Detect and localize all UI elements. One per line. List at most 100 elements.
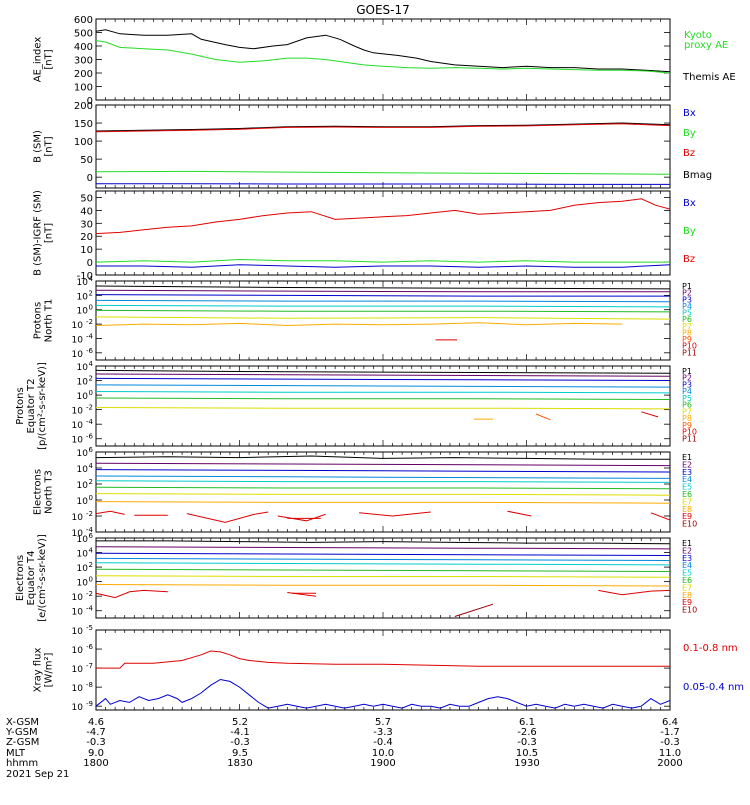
y-tick-label: 10 xyxy=(77,564,89,574)
legend-entry: E1 xyxy=(682,453,692,462)
legend-entry: E9 xyxy=(682,512,692,521)
y-tick-label: 10 xyxy=(80,245,93,256)
y-tick-exponent: -4 xyxy=(86,605,94,613)
y-axis-label: Equator T2 xyxy=(26,379,37,434)
legend-entry: E7 xyxy=(682,497,692,506)
y-axis-label: [W/m²] xyxy=(44,652,55,687)
series-line-p5 xyxy=(96,304,670,308)
y-tick-label: 10 xyxy=(72,321,84,331)
y-tick-label: 10 xyxy=(77,449,89,459)
y-tick-exponent: 6 xyxy=(89,446,94,454)
x-axis-row-label: MLT xyxy=(6,748,26,759)
y-tick-exponent: -2 xyxy=(86,404,93,412)
series-line-e7 xyxy=(96,575,670,578)
y-tick-exponent: -9 xyxy=(86,700,93,708)
x-axis-value: -0.3 xyxy=(86,737,106,748)
x-axis-value: -1.7 xyxy=(660,727,680,738)
series-group xyxy=(96,29,670,74)
series-group xyxy=(96,198,670,268)
legend-entry: Bx xyxy=(683,198,696,209)
series-line-p2 xyxy=(96,289,670,293)
series-line-bz xyxy=(96,198,670,235)
plot-title: GOES-17 xyxy=(356,3,410,17)
series-line-e6 xyxy=(96,486,670,490)
y-axis-label: [nT] xyxy=(44,136,55,156)
series-line-p4 xyxy=(96,384,670,388)
legend-entry: P6 xyxy=(682,401,692,410)
legend-entry: E7 xyxy=(682,583,692,592)
legend-entry: 0.1-0.8 nm xyxy=(683,643,738,654)
y-tick-exponent: 0 xyxy=(89,576,93,584)
y-tick-exponent: 4 xyxy=(89,360,94,368)
y-tick-label: 100 xyxy=(74,137,93,148)
y-tick-exponent: -6 xyxy=(86,433,94,441)
legend-entry: P1 xyxy=(682,367,692,376)
x-axis-value: 10.5 xyxy=(516,748,538,759)
series-line-by xyxy=(96,170,670,175)
series-line-bz xyxy=(96,123,670,133)
y-tick-exponent: 0 xyxy=(89,494,93,502)
legend-entry: P2 xyxy=(682,374,692,383)
y-tick-label: 10 xyxy=(77,465,89,475)
legend-entry: P10 xyxy=(682,342,697,351)
legend-entry: P8 xyxy=(682,328,692,337)
legend-entry: P4 xyxy=(682,302,692,311)
x-axis-value: 1930 xyxy=(514,758,539,769)
legend-entry: E6 xyxy=(682,490,692,499)
y-tick-label: 10 xyxy=(77,579,89,589)
y-tick-label: 400 xyxy=(74,42,93,53)
series-line-e9g xyxy=(507,510,532,517)
y-axis-label: [nT] xyxy=(44,49,55,69)
legend-entry: P10 xyxy=(682,428,697,437)
y-tick-exponent: -4 xyxy=(86,332,94,340)
x-axis-value: -4.7 xyxy=(86,727,106,738)
series-line-e9c xyxy=(186,511,269,523)
y-tick-label: 20 xyxy=(80,232,93,243)
series-line-0-1-0-8-nm xyxy=(96,650,670,669)
series-line-e4 xyxy=(96,557,670,561)
x-axis-value: -2.6 xyxy=(517,727,537,738)
series-group xyxy=(96,285,670,341)
series-group xyxy=(96,369,670,421)
y-tick-label: 200 xyxy=(74,101,93,112)
series-line-p6 xyxy=(96,397,670,400)
series-line-p2 xyxy=(96,373,670,377)
series-line-p7 xyxy=(96,316,670,320)
legend-entry: P1 xyxy=(682,282,692,291)
y-tick-label: 10 xyxy=(72,703,84,713)
panel-frame xyxy=(95,365,671,447)
y-tick-label: 10 xyxy=(77,392,89,402)
y-tick-exponent: -2 xyxy=(86,318,93,326)
y-tick-exponent: -6 xyxy=(86,643,94,651)
legend-entry: E8 xyxy=(682,591,692,600)
series-line-e5 xyxy=(96,480,670,483)
series-line-p9 xyxy=(535,413,551,421)
y-tick-exponent: 6 xyxy=(89,532,94,540)
y-tick-exponent: 4 xyxy=(89,275,94,283)
x-axis-value: 5.2 xyxy=(232,717,248,728)
x-axis-value: -3.3 xyxy=(373,727,393,738)
legend-entry: E10 xyxy=(682,606,697,615)
legend-entry: P9 xyxy=(682,335,692,344)
legend-entry: E2 xyxy=(682,460,692,469)
series-line-e7 xyxy=(96,493,670,496)
legend-entry: P7 xyxy=(682,322,692,331)
y-tick-exponent: 0 xyxy=(89,304,93,312)
series-line-bx xyxy=(96,183,670,185)
series-line-p3 xyxy=(96,377,670,381)
legend-entry: E10 xyxy=(682,520,697,529)
y-tick-label: 200 xyxy=(74,69,93,80)
panel-frame xyxy=(95,104,671,189)
x-axis-value: 9.0 xyxy=(88,748,104,759)
x-axis-value: -0.3 xyxy=(517,737,537,748)
x-axis-value: -0.4 xyxy=(373,737,393,748)
y-tick-label: 10 xyxy=(72,421,84,431)
x-axis-value: 2000 xyxy=(657,758,682,769)
panel-frame xyxy=(95,280,671,361)
legend-entry: P11 xyxy=(682,348,697,357)
x-axis-row-label: Z-GSM xyxy=(6,737,39,748)
series-line-e10 xyxy=(454,603,494,617)
y-tick-label: 10 xyxy=(77,378,89,388)
